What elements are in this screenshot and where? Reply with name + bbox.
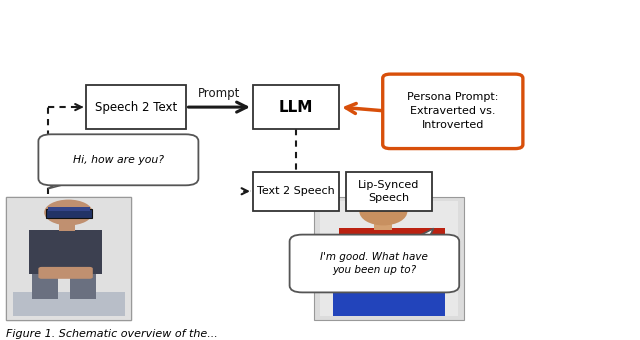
FancyBboxPatch shape <box>346 172 432 211</box>
Text: Prompt: Prompt <box>198 87 241 100</box>
FancyBboxPatch shape <box>6 197 131 320</box>
FancyBboxPatch shape <box>289 235 460 292</box>
Text: Speech 2 Text: Speech 2 Text <box>95 101 177 114</box>
Text: Lip-Synced
Speech: Lip-Synced Speech <box>358 180 419 203</box>
FancyBboxPatch shape <box>70 265 96 299</box>
FancyBboxPatch shape <box>253 85 339 129</box>
Text: Hi, how are you?: Hi, how are you? <box>73 155 164 165</box>
FancyBboxPatch shape <box>339 228 445 291</box>
FancyBboxPatch shape <box>46 209 92 218</box>
FancyBboxPatch shape <box>38 267 93 279</box>
Polygon shape <box>48 178 86 189</box>
FancyBboxPatch shape <box>314 197 464 320</box>
Ellipse shape <box>360 198 408 225</box>
FancyBboxPatch shape <box>383 74 523 149</box>
Text: Text 2 Speech: Text 2 Speech <box>257 186 335 196</box>
FancyBboxPatch shape <box>422 243 454 287</box>
FancyBboxPatch shape <box>333 289 445 316</box>
FancyBboxPatch shape <box>320 201 458 316</box>
FancyBboxPatch shape <box>317 243 349 287</box>
Text: I'm good. What have
you been up to?: I'm good. What have you been up to? <box>321 252 428 275</box>
FancyBboxPatch shape <box>6 197 131 320</box>
FancyBboxPatch shape <box>374 221 392 230</box>
Text: Figure 1. Schematic overview of the...: Figure 1. Schematic overview of the... <box>6 329 218 339</box>
Circle shape <box>44 200 93 225</box>
FancyBboxPatch shape <box>29 230 102 274</box>
Text: LLM: LLM <box>279 100 313 115</box>
FancyBboxPatch shape <box>253 172 339 211</box>
FancyBboxPatch shape <box>32 265 58 299</box>
Polygon shape <box>408 228 434 241</box>
FancyBboxPatch shape <box>13 292 125 316</box>
FancyBboxPatch shape <box>59 221 75 231</box>
FancyBboxPatch shape <box>86 85 186 129</box>
FancyBboxPatch shape <box>38 134 198 185</box>
FancyBboxPatch shape <box>48 207 90 211</box>
Text: Persona Prompt:
Extraverted vs.
Introverted: Persona Prompt: Extraverted vs. Introver… <box>407 92 499 130</box>
